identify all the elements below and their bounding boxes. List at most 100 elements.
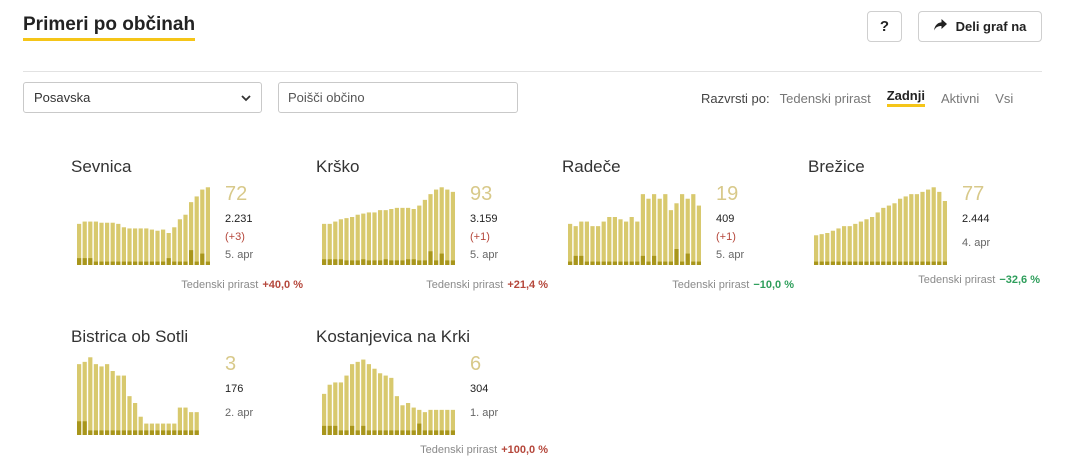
chart-bar-new-cases bbox=[640, 255, 645, 265]
chart-bar-new-cases bbox=[579, 255, 584, 265]
chart-bar bbox=[417, 205, 422, 265]
chart-bar-new-cases bbox=[149, 430, 154, 435]
chart-bar-new-cases bbox=[652, 255, 657, 265]
municipality-card: Sevnica 72 2.231 (+3) 5. apr Tedenski pr… bbox=[71, 157, 311, 307]
weekly-growth-value: +100,0 % bbox=[501, 444, 548, 456]
total-cases: 304 bbox=[470, 383, 489, 395]
chart-bar bbox=[629, 217, 634, 265]
chart-bar bbox=[177, 219, 182, 265]
sort-option-weekly-growth[interactable]: Tedenski prirast bbox=[779, 90, 871, 106]
chart-bar-new-cases bbox=[590, 261, 595, 265]
chart-bar bbox=[110, 371, 115, 435]
chart-bar bbox=[434, 189, 439, 265]
chart-bar-new-cases bbox=[366, 260, 371, 265]
total-cases: 2.444 bbox=[962, 213, 990, 225]
chart-bar bbox=[383, 210, 388, 265]
chart-bar-new-cases bbox=[166, 258, 171, 265]
chart-bar bbox=[88, 221, 93, 265]
chart-bar-new-cases bbox=[110, 261, 115, 265]
last-update-date: 5. apr bbox=[470, 249, 499, 261]
chart-bar-new-cases bbox=[819, 261, 824, 265]
chart-bar-new-cases bbox=[853, 261, 858, 265]
chart-bar bbox=[842, 226, 847, 265]
active-cases-count: 93 bbox=[470, 183, 493, 205]
chart-bar-new-cases bbox=[663, 261, 668, 265]
chart-bar bbox=[691, 194, 696, 265]
chart-bar-new-cases bbox=[366, 430, 371, 435]
chart-bar bbox=[439, 409, 444, 435]
chart-bar-new-cases bbox=[830, 261, 835, 265]
chart-bar-new-cases bbox=[133, 430, 138, 435]
municipality-search-input[interactable] bbox=[278, 82, 518, 113]
chart-bar-new-cases bbox=[338, 430, 343, 435]
chart-bar-new-cases bbox=[88, 258, 93, 265]
chart-bar bbox=[82, 221, 87, 265]
sort-option-latest[interactable]: Zadnji bbox=[886, 89, 925, 107]
chart-bar-new-cases bbox=[116, 261, 121, 265]
chart-bar bbox=[875, 212, 880, 265]
case-bar-chart bbox=[322, 359, 455, 435]
active-cases-count: 19 bbox=[716, 183, 739, 205]
weekly-growth-label: Tedenski prirast bbox=[672, 279, 750, 291]
weekly-growth-label: Tedenski prirast bbox=[426, 279, 504, 291]
chart-bar-new-cases bbox=[361, 259, 366, 265]
case-bar-chart bbox=[77, 187, 210, 265]
chart-bar-new-cases bbox=[189, 250, 194, 265]
weekly-growth-label: Tedenski prirast bbox=[918, 274, 996, 286]
chart-bar-new-cases bbox=[361, 425, 366, 435]
municipality-name: Bistrica ob Sotli bbox=[71, 327, 189, 346]
chart-bar bbox=[685, 198, 690, 265]
share-button[interactable]: Deli graf na bbox=[918, 11, 1042, 42]
chart-bar-new-cases bbox=[428, 430, 433, 435]
chart-bar bbox=[194, 412, 199, 435]
weekly-growth-value: +21,4 % bbox=[507, 279, 548, 291]
sort-option-active[interactable]: Aktivni bbox=[940, 90, 980, 106]
chart-bar bbox=[133, 403, 138, 435]
chart-bar bbox=[400, 405, 405, 435]
chart-bar-new-cases bbox=[105, 430, 110, 435]
chart-bar bbox=[177, 407, 182, 435]
chart-bar bbox=[138, 416, 143, 435]
chart-bar-new-cases bbox=[99, 261, 104, 265]
chart-bar bbox=[389, 377, 394, 435]
chart-bar bbox=[596, 226, 601, 265]
chart-bar-new-cases bbox=[674, 249, 679, 265]
chart-bar bbox=[881, 207, 886, 265]
chart-bar-new-cases bbox=[646, 261, 651, 265]
chart-bar-new-cases bbox=[338, 259, 343, 265]
chart-bar-new-cases bbox=[411, 430, 416, 435]
chart-bar bbox=[133, 228, 138, 265]
chart-bar-new-cases bbox=[144, 430, 149, 435]
chart-bar-new-cases bbox=[172, 261, 177, 265]
share-button-label: Deli graf na bbox=[955, 19, 1027, 34]
chart-bar bbox=[819, 234, 824, 265]
chart-bar-new-cases bbox=[110, 430, 115, 435]
chart-bar bbox=[189, 202, 194, 265]
last-update-date: 4. apr bbox=[962, 237, 991, 249]
chart-bar-new-cases bbox=[372, 430, 377, 435]
chart-bar bbox=[144, 423, 149, 435]
chart-bar bbox=[696, 205, 701, 265]
chart-bar-new-cases bbox=[931, 261, 936, 265]
chart-bar-new-cases bbox=[133, 261, 138, 265]
chart-bar-new-cases bbox=[903, 261, 908, 265]
chart-bar bbox=[116, 375, 121, 435]
chart-bar-new-cases bbox=[422, 260, 427, 265]
chart-bar-new-cases bbox=[161, 261, 166, 265]
chart-bar-new-cases bbox=[350, 425, 355, 435]
chart-bar bbox=[200, 189, 205, 265]
chart-bar bbox=[858, 221, 863, 265]
chart-bar bbox=[428, 409, 433, 435]
sort-option-all[interactable]: Vsi bbox=[995, 90, 1014, 106]
help-button[interactable]: ? bbox=[867, 11, 902, 42]
total-cases: 3.159 bbox=[470, 213, 498, 225]
chart-bar-new-cases bbox=[842, 261, 847, 265]
chart-bar bbox=[121, 375, 126, 435]
share-arrow-icon bbox=[933, 19, 947, 34]
region-select[interactable]: Posavska bbox=[23, 82, 262, 113]
chart-bar-new-cases bbox=[914, 261, 919, 265]
chart-bar bbox=[121, 227, 126, 265]
chart-bar bbox=[640, 194, 645, 265]
chart-bar-new-cases bbox=[668, 261, 673, 265]
chart-bar bbox=[568, 223, 573, 265]
